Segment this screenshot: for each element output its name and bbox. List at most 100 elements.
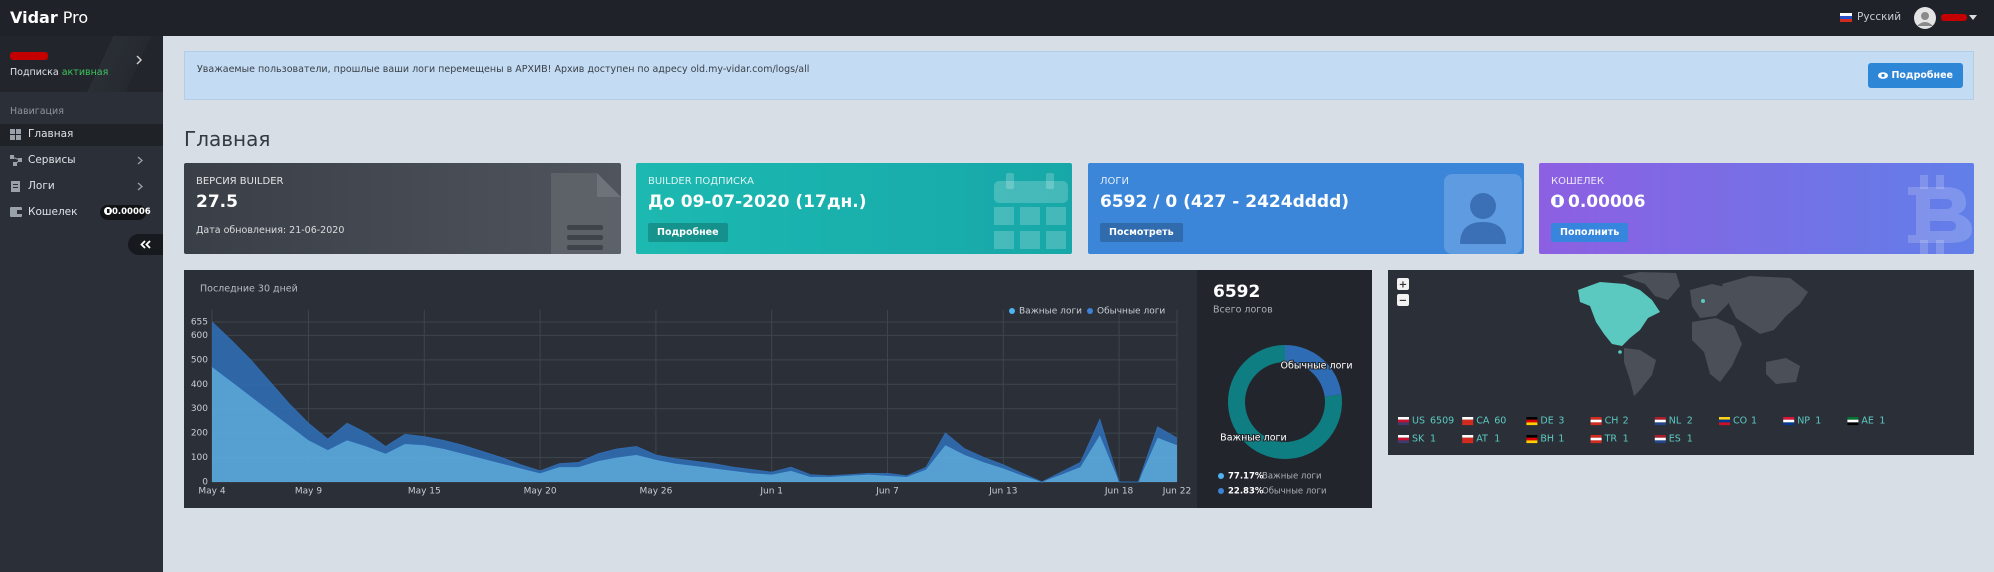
subscription-label: Подписка [10,67,59,78]
menu-item[interactable]: Сервисы [28,154,76,166]
flag [1462,419,1474,423]
flag [1526,440,1538,444]
brand-suffix[interactable]: Pro [62,8,89,27]
x-tick-label: Jun 1 [759,487,783,497]
country-count: 60 [1494,416,1506,427]
redacted-username [10,52,48,60]
subscription: Подписка активная [10,67,108,78]
zoom-label[interactable]: − [1399,296,1407,307]
total: 6592 [1213,282,1260,302]
zoom-button[interactable] [1397,294,1409,306]
flag [1462,435,1474,438]
card-label: КОШЕЛЕК [1551,176,1604,187]
alert-button-label[interactable]: Подробнее [1891,70,1953,81]
flag [1783,417,1795,420]
legend-label: Обычные логи [1097,307,1165,317]
nav-title: Навигация [10,106,64,117]
flag [1462,417,1474,420]
card: ВЕРСИЯ BUILDER 27.5 Дата обновления: 21-… [184,163,621,254]
chart-subtitle: Последние 30 дней [200,284,298,295]
menu-item[interactable]: Логи [28,180,55,192]
y-tick-label: 300 [191,404,208,414]
y-tick-label: 400 [191,380,208,390]
land-highlight [1618,350,1622,354]
icon [10,155,22,166]
active-item [0,124,163,146]
flag [1719,422,1730,426]
flag [1398,417,1409,420]
chevron [137,182,143,191]
avatar[interactable] [1913,6,1937,30]
legend-label: Важные логи [1262,472,1322,482]
card-button[interactable]: Подробнее [648,223,728,242]
user-block [0,36,163,92]
brand-name[interactable]: Vidar [10,8,58,27]
flag [1783,422,1795,426]
country-count: 1 [1558,434,1564,445]
country-count: 6509 [1430,416,1454,427]
flag [1462,437,1474,441]
flag [1590,435,1602,438]
country-count: 1 [1623,434,1629,445]
subscription-status: активная [61,67,109,78]
country-code: AT [1476,434,1488,445]
flag [1590,437,1602,441]
country-count: 1 [1751,416,1757,427]
flag [1654,437,1666,441]
flag [1654,422,1666,426]
alert-button[interactable]: Подробнее [1868,63,1963,88]
card-label: ВЕРСИЯ BUILDER [196,176,284,187]
country-code: AE [1861,416,1874,427]
legend-label: Обычные логи [1262,487,1327,497]
flag [1719,417,1730,420]
menu-item[interactable]: Кошелек [28,206,78,218]
country-count: 1 [1430,434,1436,445]
legend-dot [1218,488,1224,494]
country-code: US [1412,416,1425,427]
country-count: 2 [1687,416,1693,427]
flag [1719,419,1730,423]
card-value: До 09-07-2020 (17дн.) [648,192,867,212]
card-value-wrap: 0.00006 [1551,192,1645,212]
wallet-badge: 0.00006 [100,205,151,220]
country-code: SK [1412,434,1425,445]
card-label: ЛОГИ [1100,176,1129,187]
flag [1398,440,1409,444]
land [1690,284,1730,318]
country-code: NP [1797,416,1810,427]
flag [1847,419,1859,423]
y-tick-label: 100 [191,453,208,463]
collapse-button[interactable] [128,234,163,255]
country-count: 1 [1494,434,1500,445]
total-label: Всего логов [1213,305,1273,316]
country-code: NL [1669,416,1682,427]
world-map [1578,272,1808,396]
brand[interactable]: Vidar Pro [10,8,88,27]
land-highlight [1578,282,1660,346]
y-tick-label: 500 [191,355,208,365]
chevron[interactable] [135,55,143,65]
icon [11,181,20,192]
land [1692,318,1742,382]
x-tick-label: May 9 [295,487,322,497]
country-code: BH [1540,434,1554,445]
flag [1847,422,1859,426]
country-code: TR [1604,434,1618,445]
map-panel [1388,270,1974,455]
language-switch[interactable]: Русский [1857,11,1902,23]
menu-item[interactable]: Главная [28,128,74,140]
zoom-button[interactable] [1397,278,1409,290]
land [1622,272,1680,300]
flag [1654,419,1666,423]
x-tick-label: May 4 [198,487,225,497]
zoom-label[interactable]: + [1399,280,1407,291]
x-tick-label: Jun 18 [1104,487,1134,497]
card-button[interactable]: Пополнить [1551,223,1629,242]
y-tick-label: 0 [202,478,208,488]
country-code: CH [1605,416,1619,427]
card-button[interactable]: Посмотреть [1100,223,1183,242]
land [1722,276,1808,334]
coin-icon [1551,194,1564,208]
icon [10,207,22,217]
